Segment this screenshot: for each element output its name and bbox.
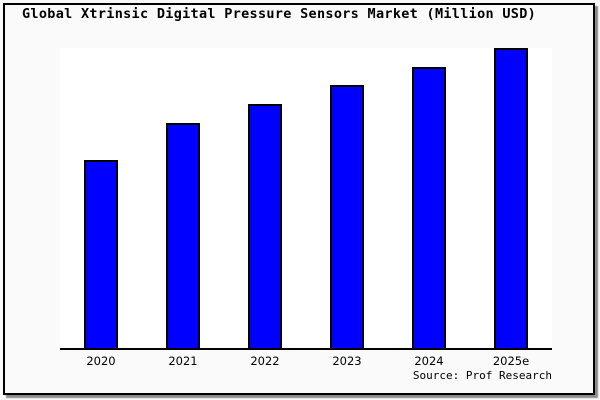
bar-2023 [330, 85, 364, 348]
x-tick-label-2022: 2022 [250, 354, 280, 368]
x-tick-label-2024: 2024 [414, 354, 444, 368]
x-tick-label-2020: 2020 [86, 354, 116, 368]
x-tick-label-2025e: 2025e [492, 354, 530, 368]
bar-2022 [248, 104, 282, 348]
bar-2024 [412, 67, 446, 348]
plot-area [60, 48, 552, 350]
chart-title: Global Xtrinsic Digital Pressure Sensors… [22, 6, 537, 22]
x-tick-label-2021: 2021 [168, 354, 198, 368]
bar-2025e [494, 48, 528, 348]
x-tick-label-2023: 2023 [332, 354, 362, 368]
chart-frame: Global Xtrinsic Digital Pressure Sensors… [3, 3, 595, 395]
bar-2021 [166, 123, 200, 348]
source-credit: Source: Prof Research [412, 369, 552, 382]
bar-2020 [84, 160, 118, 348]
